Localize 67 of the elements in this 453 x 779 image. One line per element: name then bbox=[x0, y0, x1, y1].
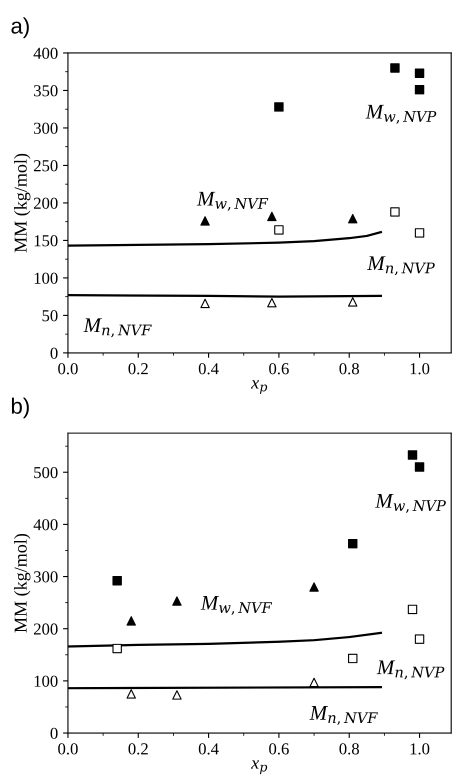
x-tick-label: 0.0 bbox=[58, 363, 78, 374]
x-tick-label: 1.0 bbox=[410, 363, 430, 374]
point bbox=[172, 690, 182, 700]
point bbox=[348, 654, 358, 664]
point bbox=[348, 538, 358, 548]
annotation: M$_{w,NVF}$ bbox=[200, 596, 272, 615]
x-tick-label: 0.2 bbox=[128, 743, 148, 755]
y-tick-label: 350 bbox=[34, 85, 58, 96]
y-tick-label: 0 bbox=[50, 728, 58, 739]
y-tick-label: 300 bbox=[34, 571, 58, 583]
annotation: M$_{w,NVF}$ bbox=[196, 192, 268, 211]
y-tick-label: 100 bbox=[34, 676, 58, 687]
point bbox=[112, 644, 122, 654]
point bbox=[408, 604, 418, 614]
point bbox=[348, 214, 358, 224]
x-tick-label: 0.6 bbox=[269, 363, 289, 374]
y-tick-label: 250 bbox=[34, 160, 58, 172]
y-tick-label: 150 bbox=[34, 235, 58, 246]
point bbox=[267, 212, 277, 222]
y-tick-label: 300 bbox=[34, 122, 58, 134]
y-tick-label: 100 bbox=[34, 272, 58, 284]
point bbox=[274, 225, 284, 235]
x-tick-label: 0.4 bbox=[198, 363, 219, 374]
point bbox=[348, 297, 358, 307]
chart-title: a) bbox=[11, 17, 29, 38]
y-tick-label: 200 bbox=[34, 198, 58, 209]
point bbox=[267, 298, 277, 308]
point bbox=[390, 207, 400, 217]
y-axis-title: MM (kg/mol) bbox=[14, 154, 30, 252]
point bbox=[390, 63, 400, 73]
x-axis-title: x$_{p}$ bbox=[250, 380, 268, 394]
y-tick-label: 400 bbox=[34, 48, 58, 59]
point bbox=[414, 84, 424, 94]
point bbox=[414, 68, 424, 78]
point bbox=[126, 616, 136, 626]
point bbox=[309, 582, 319, 592]
point bbox=[112, 576, 122, 586]
x-tick-label: 0.4 bbox=[198, 743, 219, 755]
y-tick-label: 50 bbox=[42, 310, 58, 322]
y-tick-label: 200 bbox=[34, 623, 58, 635]
annotation: M$_{n,NVF}$ bbox=[83, 318, 152, 338]
annotation: M$_{n,NVF}$ bbox=[309, 706, 378, 725]
annotation: M$_{n,NVP}$ bbox=[376, 660, 444, 680]
point bbox=[414, 228, 424, 238]
x-tick-label: 0.8 bbox=[339, 363, 360, 374]
x-tick-label: 0.8 bbox=[339, 743, 360, 755]
x-tick-label: 0.2 bbox=[128, 363, 148, 374]
y-axis-title: MM (kg/mol) bbox=[14, 534, 30, 632]
x-tick-label: 0.0 bbox=[58, 743, 78, 755]
point bbox=[408, 450, 418, 460]
x-axis-title: x$_{p}$ bbox=[250, 760, 268, 774]
point bbox=[172, 596, 182, 606]
point bbox=[126, 689, 136, 699]
x-tick-label: 1.0 bbox=[410, 743, 430, 755]
y-tick-label: 0 bbox=[50, 348, 58, 359]
point bbox=[414, 462, 424, 472]
annotation: M$_{w,NVP}$ bbox=[375, 494, 446, 513]
point bbox=[200, 298, 210, 308]
y-tick-label: 500 bbox=[34, 466, 58, 478]
x-tick-label: 0.6 bbox=[269, 743, 289, 755]
annotation: M$_{n,NVP}$ bbox=[367, 256, 435, 276]
annotation: M$_{w,NVP}$ bbox=[366, 104, 436, 124]
point bbox=[414, 634, 424, 644]
chart-title: b) bbox=[12, 398, 29, 418]
point bbox=[274, 102, 284, 112]
y-tick-label: 400 bbox=[34, 519, 58, 530]
point bbox=[200, 216, 210, 226]
